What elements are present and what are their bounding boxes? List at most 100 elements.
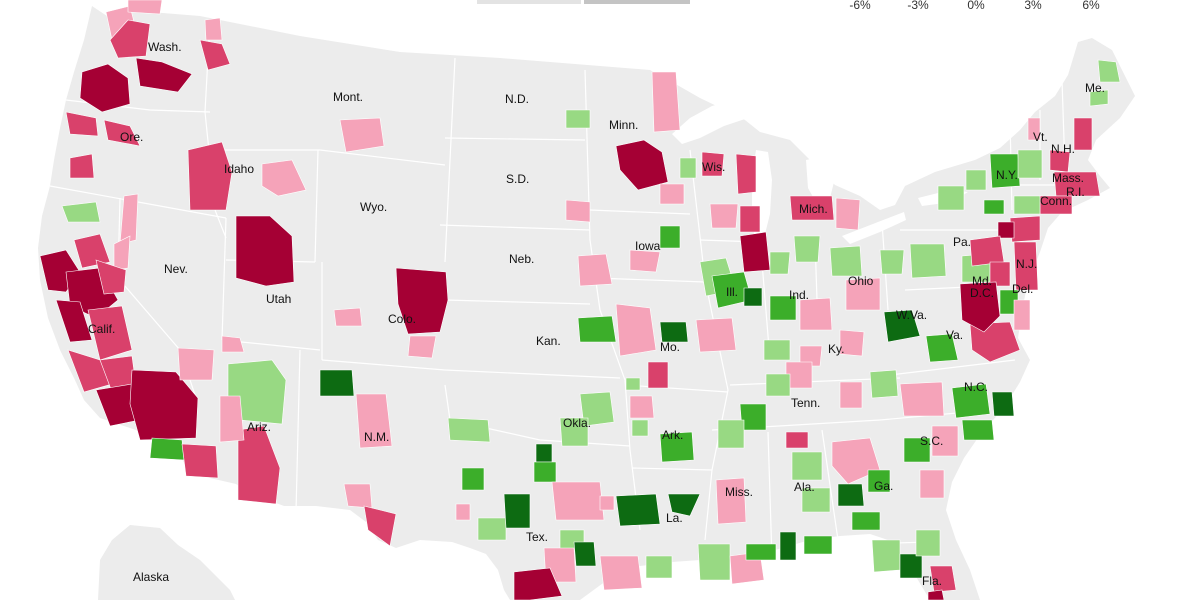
- metro-area: [61, 201, 101, 223]
- metro-area: [715, 477, 747, 525]
- state-label-colo: Colo.: [388, 312, 416, 326]
- metro-area: [969, 235, 1005, 267]
- border-or-south: [49, 185, 227, 219]
- metro-area: [899, 553, 923, 579]
- metro-area: [407, 335, 437, 359]
- metro-area: [461, 467, 485, 491]
- metro-area: [769, 251, 791, 275]
- state-label-miss: Miss.: [725, 485, 753, 499]
- state-label-calif: Calif.: [88, 322, 115, 336]
- state-label-ala: Ala.: [794, 480, 815, 494]
- metro-area: [991, 391, 1015, 417]
- state-label-va: Va.: [946, 328, 963, 342]
- border-mt-south: [212, 149, 446, 166]
- metro-area: [931, 425, 959, 457]
- metro-area: [959, 281, 1001, 333]
- metro-area: [799, 345, 823, 367]
- metro-area: [69, 153, 95, 179]
- state-label-nm: N.M.: [364, 430, 389, 444]
- state-label-conn: Conn.: [1040, 194, 1072, 208]
- metro-area: [103, 119, 141, 147]
- state-label-nc: N.C.: [964, 380, 988, 394]
- metro-area: [199, 39, 231, 71]
- metro-area: [989, 261, 1011, 287]
- metro-area: [395, 267, 449, 335]
- border-sd-ne: [439, 224, 591, 231]
- border-ms-river: [689, 149, 729, 541]
- metro-area: [339, 117, 385, 153]
- metro-area: [219, 395, 245, 443]
- metro-area: [743, 287, 763, 307]
- state-label-sc: S.C.: [920, 434, 943, 448]
- border-mont-east: [444, 57, 456, 263]
- state-label-ariz: Ariz.: [247, 420, 271, 434]
- border-wy-west: [314, 149, 319, 263]
- metro-area: [927, 589, 945, 600]
- metro-area: [127, 0, 163, 15]
- metro-area: [667, 493, 701, 517]
- metro-area: [989, 153, 1021, 189]
- metro-area: [769, 295, 797, 321]
- state-label-sd: S.D.: [506, 172, 529, 186]
- state-label-ri: R.I.: [1066, 185, 1085, 199]
- state-label-del: Del.: [1012, 282, 1033, 296]
- metro-area: [851, 511, 881, 531]
- metro-area: [925, 333, 959, 363]
- metro-area: [647, 361, 669, 389]
- metro-area: [659, 321, 689, 343]
- metro-area: [983, 199, 1005, 215]
- metro-area: [951, 383, 991, 419]
- state-label-ind: Ind.: [789, 288, 809, 302]
- state-label-ark: Ark.: [662, 428, 683, 442]
- metro-area: [615, 139, 669, 191]
- border-mo-ar: [624, 384, 729, 393]
- state-label-nd: N.D.: [505, 92, 529, 106]
- metro-area: [477, 517, 507, 541]
- metro-area: [839, 381, 863, 409]
- state-label-mass: Mass.: [1052, 171, 1084, 185]
- metro-area: [447, 417, 491, 443]
- state-label-wash: Wash.: [148, 40, 182, 54]
- metro-area: [615, 493, 661, 527]
- metro-area: [871, 539, 901, 573]
- metro-area: [695, 317, 737, 353]
- metro-area: [961, 419, 995, 441]
- metro-area: [65, 111, 99, 137]
- metro-area: [709, 203, 739, 229]
- state-label-vt: Vt.: [1033, 130, 1048, 144]
- border-ia-mo: [594, 277, 706, 283]
- lake-erie: [842, 212, 906, 244]
- metro-area: [829, 245, 863, 277]
- metro-area: [915, 529, 941, 557]
- metro-area: [73, 233, 111, 269]
- metro-area: [204, 17, 223, 41]
- border-ms-al: [767, 431, 773, 561]
- state-label-me: Me.: [1085, 81, 1105, 95]
- metro-area: [135, 57, 193, 93]
- state-label-wis: Wis.: [702, 160, 725, 174]
- metro-area: [503, 493, 531, 529]
- state-label-mich: Mich.: [799, 202, 828, 216]
- metro-area: [929, 565, 957, 593]
- metro-area: [883, 309, 921, 343]
- metro-area: [631, 419, 649, 437]
- metro-area: [513, 567, 563, 600]
- state-label-ohio: Ohio: [848, 274, 874, 288]
- state-label-ga: Ga.: [874, 479, 893, 493]
- state-label-nev: Nev.: [164, 262, 188, 276]
- legend-tick-zero: 0%: [967, 0, 985, 12]
- metro-area: [55, 299, 93, 343]
- metro-area: [113, 235, 131, 271]
- metro-area: [599, 555, 643, 591]
- metro-area: [745, 543, 777, 561]
- border-ar-la: [631, 467, 713, 471]
- border-va-nc: [889, 359, 1016, 376]
- metro-area: [659, 183, 685, 205]
- metro-area: [559, 417, 589, 447]
- metro-area: [965, 169, 987, 191]
- metro-area: [577, 253, 613, 287]
- border-nd-sd: [444, 137, 586, 141]
- border-mn-ia: [589, 209, 691, 215]
- state-label-ore: Ore.: [120, 130, 143, 144]
